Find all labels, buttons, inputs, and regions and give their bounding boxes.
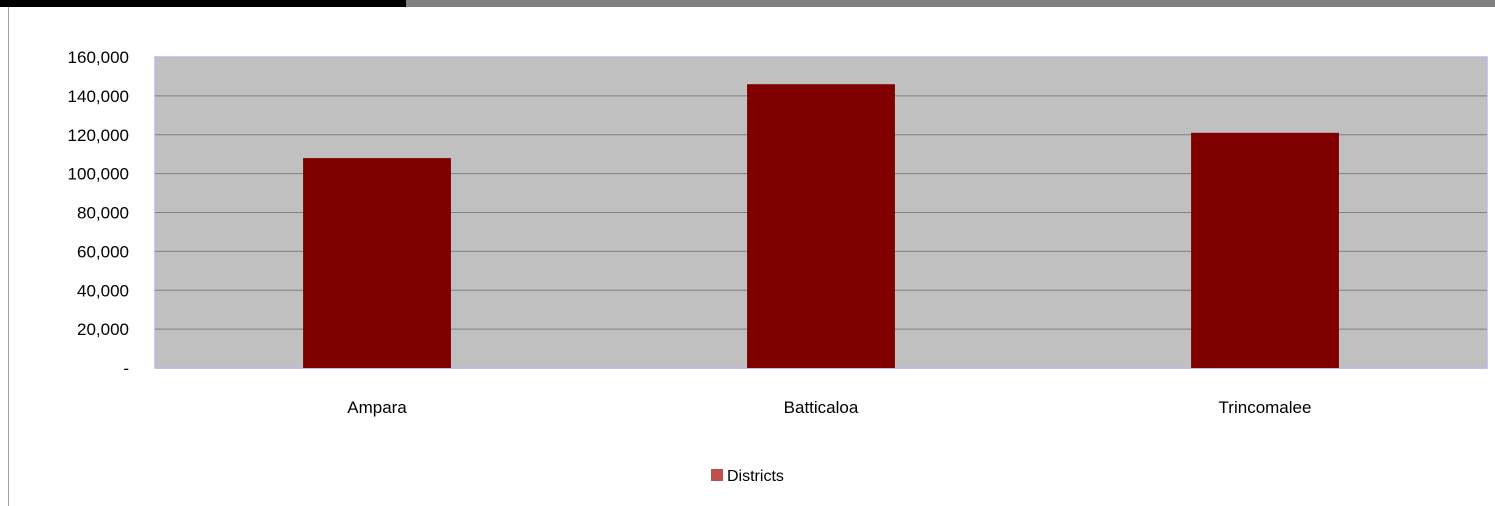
- y-tick-label: 80,000: [77, 204, 129, 223]
- legend: Districts: [711, 468, 784, 485]
- bar-trincomalee: [1191, 132, 1339, 368]
- y-tick-label: 100,000: [68, 165, 129, 184]
- legend-swatch: [711, 469, 723, 481]
- y-tick-label: 20,000: [77, 320, 129, 339]
- bar-ampara: [303, 158, 451, 368]
- y-tick-label: -: [123, 359, 129, 378]
- legend-label: Districts: [727, 468, 784, 485]
- y-tick-label: 40,000: [77, 281, 129, 300]
- y-tick-label: 120,000: [68, 126, 129, 145]
- x-tick-label: Trincomalee: [1219, 398, 1312, 417]
- bar-batticaloa: [747, 84, 895, 369]
- top-strip: [0, 0, 1495, 7]
- y-tick-label: 140,000: [68, 87, 129, 106]
- top-strip-dark-segment: [0, 0, 406, 7]
- y-tick-label: 60,000: [77, 242, 129, 261]
- x-tick-label: Batticaloa: [784, 398, 859, 417]
- chart-frame-left-border: [8, 7, 9, 506]
- y-tick-label: 160,000: [68, 48, 129, 67]
- x-tick-label: Ampara: [347, 398, 407, 417]
